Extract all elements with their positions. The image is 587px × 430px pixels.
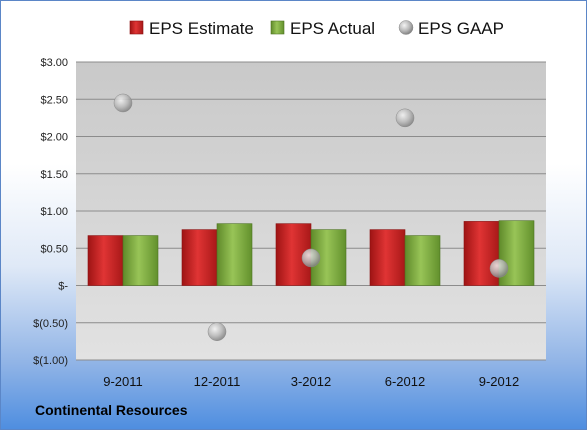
bars [87,220,535,286]
legend-swatch-eps-actual [270,20,285,35]
legend-label-eps-actual: EPS Actual [290,19,375,38]
y-tick-label: $3.00 [40,57,68,69]
y-tick-label: $0.50 [40,243,68,255]
y-tick-label: $2.50 [40,94,68,106]
x-tick-label: 9-2011 [103,374,143,389]
x-tick-label: 3-2012 [291,374,331,389]
bar-eps-actual-9-2011 [122,235,159,286]
y-axis: $3.00 $2.50 $2.00 $1.50 $1.00 $0.50 $- $(0.50) $… [33,57,68,367]
x-tick-label: 12-2011 [194,374,241,389]
legend-swatch-eps-gaap [398,20,414,35]
legend-label-eps-estimate: EPS Estimate [149,19,254,38]
x-tick-label: 6-2012 [385,374,425,389]
gaap-markers [113,93,509,341]
y-tick-label: $1.50 [40,169,68,181]
bar-eps-actual-3-2012 [310,229,347,286]
bar-eps-estimate-9-2011 [87,235,124,286]
bar-eps-estimate-3-2012 [275,223,312,286]
legend-label-eps-gaap: EPS GAAP [418,19,504,38]
point-eps-gaap-6-2012 [395,108,415,128]
bar-eps-estimate-12-2011 [181,229,218,286]
bar-eps-actual-6-2012 [404,235,441,286]
point-eps-gaap-3-2012 [301,248,321,268]
company-name: Continental Resources [35,402,188,418]
bar-eps-estimate-6-2012 [369,229,406,286]
y-tick-label: $(1.00) [33,355,68,367]
legend: EPS Estimate EPS Actual EPS GAAP [129,19,504,38]
point-eps-gaap-12-2011 [207,322,227,341]
point-eps-gaap-9-2012 [489,259,509,278]
y-tick-label: $2.00 [40,132,68,144]
bar-eps-actual-12-2011 [216,223,253,286]
x-axis: 9-2011 12-2011 3-2012 6-2012 9-2012 [103,374,519,389]
y-tick-label: $- [58,281,68,293]
y-tick-label: $(0.50) [33,318,68,330]
y-tick-label: $1.00 [40,206,68,218]
point-eps-gaap-9-2011 [113,93,133,113]
legend-swatch-eps-estimate [129,20,144,35]
x-tick-label: 9-2012 [479,374,519,389]
